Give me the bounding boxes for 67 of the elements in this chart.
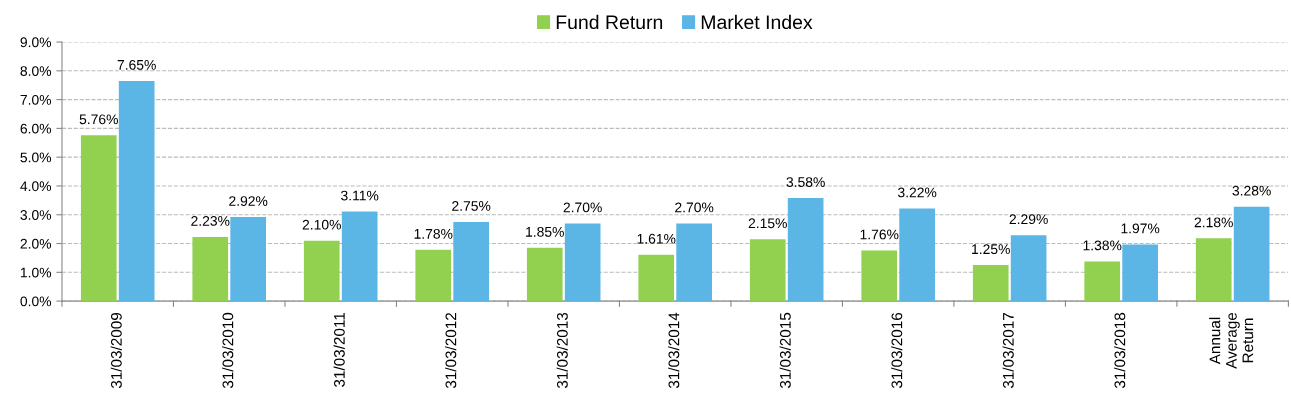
bar	[972, 265, 1009, 302]
y-tick-label: 5.0%	[20, 152, 52, 163]
data-label: 1.25%	[972, 244, 1010, 255]
y-tick-label: 0.0%	[20, 296, 52, 307]
bar	[118, 80, 155, 302]
bar	[192, 236, 229, 302]
x-tick-label: 31/03/2018	[1114, 312, 1126, 389]
data-label: 3.22%	[897, 187, 937, 198]
data-label: 1.97%	[1121, 223, 1160, 234]
x-tick-label: Annual Average Return	[1209, 312, 1254, 369]
bar	[787, 198, 824, 302]
y-tick-label: 2.0%	[20, 238, 52, 249]
data-label: 3.58%	[786, 177, 825, 187]
x-tick-label: 31/03/2017	[1002, 312, 1014, 389]
data-label: 3.11%	[341, 190, 379, 201]
x-tick-label: 31/03/2011	[333, 312, 345, 387]
x-tick-label: 31/03/2014	[668, 312, 680, 389]
bar	[526, 247, 563, 302]
data-label: 2.18%	[1194, 217, 1233, 228]
bar	[1084, 261, 1121, 302]
data-label: 2.92%	[229, 196, 268, 206]
data-label: 1.85%	[526, 226, 564, 237]
x-tick-label: 31/03/2009	[110, 312, 122, 389]
y-tick-label: 8.0%	[20, 66, 52, 76]
bar	[230, 217, 266, 302]
data-label: 5.76%	[79, 114, 118, 125]
y-tick-label: 6.0%	[20, 123, 52, 134]
bar	[749, 239, 786, 302]
bar	[1233, 206, 1270, 302]
data-label: 2.15%	[748, 218, 787, 229]
data-label: 3.28%	[1232, 185, 1271, 196]
bar	[1195, 238, 1232, 302]
x-tick-label: 31/03/2015	[779, 312, 791, 389]
bar	[80, 135, 117, 302]
data-label: 2.75%	[452, 201, 491, 211]
data-label: 2.70%	[675, 202, 714, 213]
bar	[899, 208, 935, 302]
x-tick-label: 31/03/2013	[556, 312, 568, 389]
bar	[861, 250, 898, 302]
data-label: 1.38%	[1083, 240, 1122, 251]
data-label: 1.78%	[414, 228, 453, 239]
data-label: 2.23%	[191, 216, 230, 226]
legend-label: Fund Return	[556, 14, 663, 30]
bar	[676, 223, 712, 302]
bar	[1122, 244, 1158, 302]
bar	[453, 221, 489, 302]
x-tick-label: 31/03/2010	[222, 312, 234, 389]
data-label: 1.76%	[860, 229, 899, 240]
data-label: 7.65%	[117, 59, 156, 70]
y-tick-label: 4.0%	[20, 181, 52, 192]
bar	[564, 223, 601, 302]
x-tick-label: 31/03/2016	[891, 312, 903, 389]
data-label: 2.10%	[302, 219, 341, 230]
y-tick-label: 3.0%	[20, 210, 52, 220]
legend-label: Market Index	[701, 14, 813, 30]
bar	[341, 211, 378, 302]
bar	[638, 254, 675, 302]
y-tick-label: 7.0%	[20, 94, 52, 105]
y-tick-label: 9.0%	[20, 37, 52, 48]
data-label: 2.29%	[1009, 214, 1048, 225]
data-label: 2.70%	[563, 202, 602, 213]
y-tick-label: 1.0%	[20, 267, 52, 278]
bar	[303, 240, 340, 302]
data-label: 1.61%	[637, 233, 676, 244]
bar	[415, 249, 452, 302]
x-tick-label: 31/03/2012	[445, 312, 457, 389]
bar	[1010, 235, 1047, 302]
